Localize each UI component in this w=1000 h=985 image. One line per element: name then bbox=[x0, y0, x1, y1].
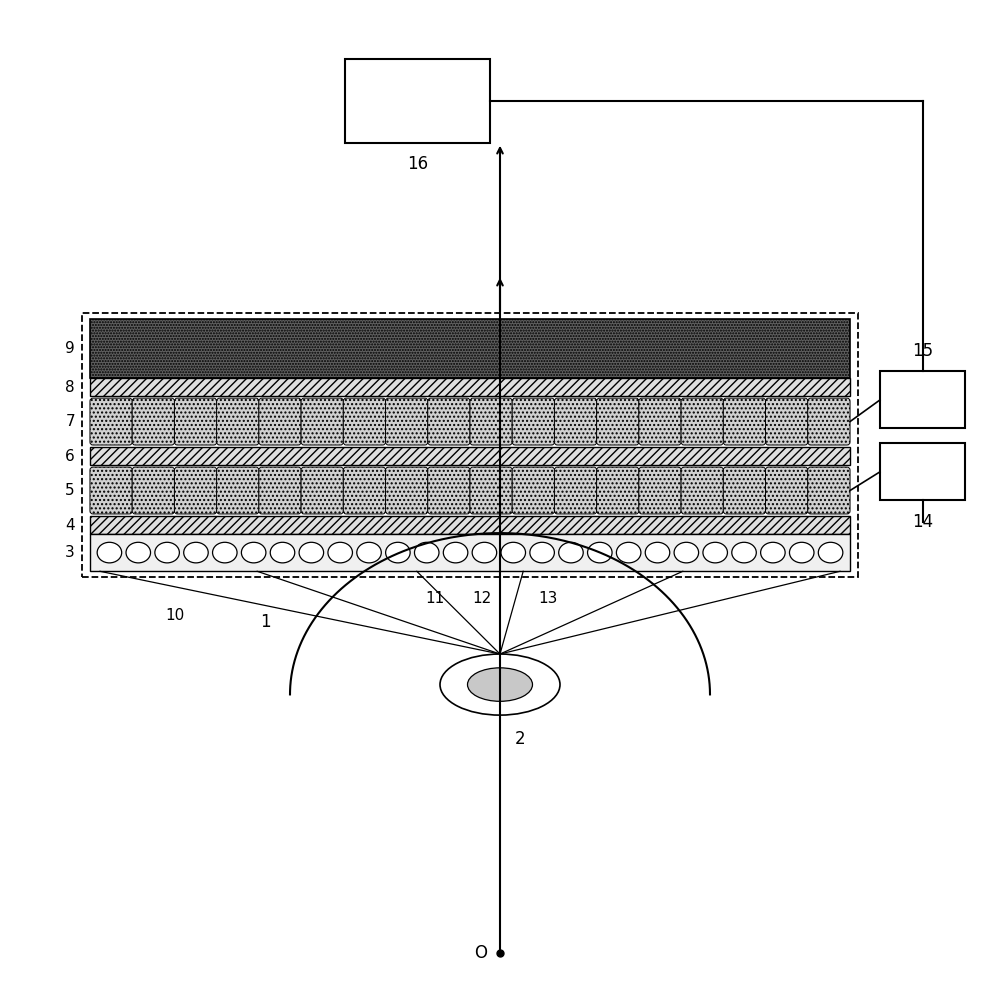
Ellipse shape bbox=[213, 543, 237, 562]
FancyBboxPatch shape bbox=[554, 398, 597, 445]
Text: 4: 4 bbox=[65, 517, 75, 533]
Bar bbox=[345, 59, 490, 143]
Bar bbox=[880, 371, 965, 428]
FancyBboxPatch shape bbox=[766, 467, 808, 514]
Bar bbox=[90, 378, 850, 396]
Ellipse shape bbox=[616, 543, 641, 562]
FancyBboxPatch shape bbox=[174, 467, 217, 514]
Bar bbox=[90, 319, 850, 378]
FancyBboxPatch shape bbox=[90, 398, 132, 445]
Text: 16: 16 bbox=[407, 156, 428, 173]
Ellipse shape bbox=[472, 543, 497, 562]
FancyBboxPatch shape bbox=[428, 398, 470, 445]
FancyBboxPatch shape bbox=[259, 398, 301, 445]
FancyBboxPatch shape bbox=[343, 398, 386, 445]
Ellipse shape bbox=[789, 543, 814, 562]
Ellipse shape bbox=[328, 543, 352, 562]
FancyBboxPatch shape bbox=[132, 398, 174, 445]
Ellipse shape bbox=[357, 543, 381, 562]
FancyBboxPatch shape bbox=[808, 398, 850, 445]
FancyBboxPatch shape bbox=[301, 398, 343, 445]
FancyBboxPatch shape bbox=[681, 467, 723, 514]
Text: 12: 12 bbox=[472, 591, 492, 607]
Ellipse shape bbox=[703, 543, 727, 562]
Ellipse shape bbox=[241, 543, 266, 562]
Ellipse shape bbox=[155, 543, 179, 562]
Text: 13: 13 bbox=[538, 591, 558, 607]
FancyBboxPatch shape bbox=[386, 398, 428, 445]
Ellipse shape bbox=[270, 543, 295, 562]
FancyBboxPatch shape bbox=[512, 467, 554, 514]
FancyBboxPatch shape bbox=[639, 398, 681, 445]
Text: 15: 15 bbox=[912, 343, 933, 361]
Bar bbox=[90, 516, 850, 534]
Text: 3: 3 bbox=[65, 545, 75, 560]
Text: 10: 10 bbox=[165, 608, 185, 624]
Text: 7: 7 bbox=[65, 414, 75, 429]
Ellipse shape bbox=[184, 543, 208, 562]
Ellipse shape bbox=[761, 543, 785, 562]
Text: 5: 5 bbox=[65, 483, 75, 498]
Ellipse shape bbox=[414, 543, 439, 562]
FancyBboxPatch shape bbox=[723, 467, 766, 514]
Bar bbox=[82, 313, 858, 577]
FancyBboxPatch shape bbox=[597, 398, 639, 445]
Bar bbox=[90, 534, 850, 571]
Bar bbox=[90, 447, 850, 465]
Ellipse shape bbox=[530, 543, 554, 562]
FancyBboxPatch shape bbox=[723, 398, 766, 445]
Text: 8: 8 bbox=[65, 379, 75, 395]
Ellipse shape bbox=[501, 543, 526, 562]
FancyBboxPatch shape bbox=[386, 467, 428, 514]
FancyBboxPatch shape bbox=[470, 467, 512, 514]
Text: 6: 6 bbox=[65, 448, 75, 464]
FancyBboxPatch shape bbox=[90, 467, 132, 514]
FancyBboxPatch shape bbox=[132, 467, 174, 514]
Text: 11: 11 bbox=[425, 591, 445, 607]
Ellipse shape bbox=[732, 543, 756, 562]
FancyBboxPatch shape bbox=[808, 467, 850, 514]
FancyBboxPatch shape bbox=[343, 467, 386, 514]
Ellipse shape bbox=[818, 543, 843, 562]
FancyBboxPatch shape bbox=[470, 398, 512, 445]
Ellipse shape bbox=[386, 543, 410, 562]
Ellipse shape bbox=[645, 543, 670, 562]
FancyBboxPatch shape bbox=[428, 467, 470, 514]
FancyBboxPatch shape bbox=[301, 467, 343, 514]
FancyBboxPatch shape bbox=[174, 398, 217, 445]
Ellipse shape bbox=[97, 543, 122, 562]
Text: O: O bbox=[474, 945, 487, 962]
Text: 1: 1 bbox=[260, 613, 270, 630]
FancyBboxPatch shape bbox=[217, 398, 259, 445]
FancyBboxPatch shape bbox=[217, 467, 259, 514]
Text: 2: 2 bbox=[515, 730, 525, 748]
FancyBboxPatch shape bbox=[681, 398, 723, 445]
FancyBboxPatch shape bbox=[597, 467, 639, 514]
Ellipse shape bbox=[588, 543, 612, 562]
Ellipse shape bbox=[674, 543, 699, 562]
Ellipse shape bbox=[440, 654, 560, 715]
FancyBboxPatch shape bbox=[512, 398, 554, 445]
Ellipse shape bbox=[299, 543, 324, 562]
Bar bbox=[880, 443, 965, 500]
Ellipse shape bbox=[126, 543, 151, 562]
Ellipse shape bbox=[443, 543, 468, 562]
FancyBboxPatch shape bbox=[554, 467, 597, 514]
FancyBboxPatch shape bbox=[639, 467, 681, 514]
Ellipse shape bbox=[468, 668, 532, 701]
FancyBboxPatch shape bbox=[259, 467, 301, 514]
Text: 9: 9 bbox=[65, 341, 75, 357]
Text: 14: 14 bbox=[912, 513, 933, 531]
FancyBboxPatch shape bbox=[766, 398, 808, 445]
Ellipse shape bbox=[559, 543, 583, 562]
